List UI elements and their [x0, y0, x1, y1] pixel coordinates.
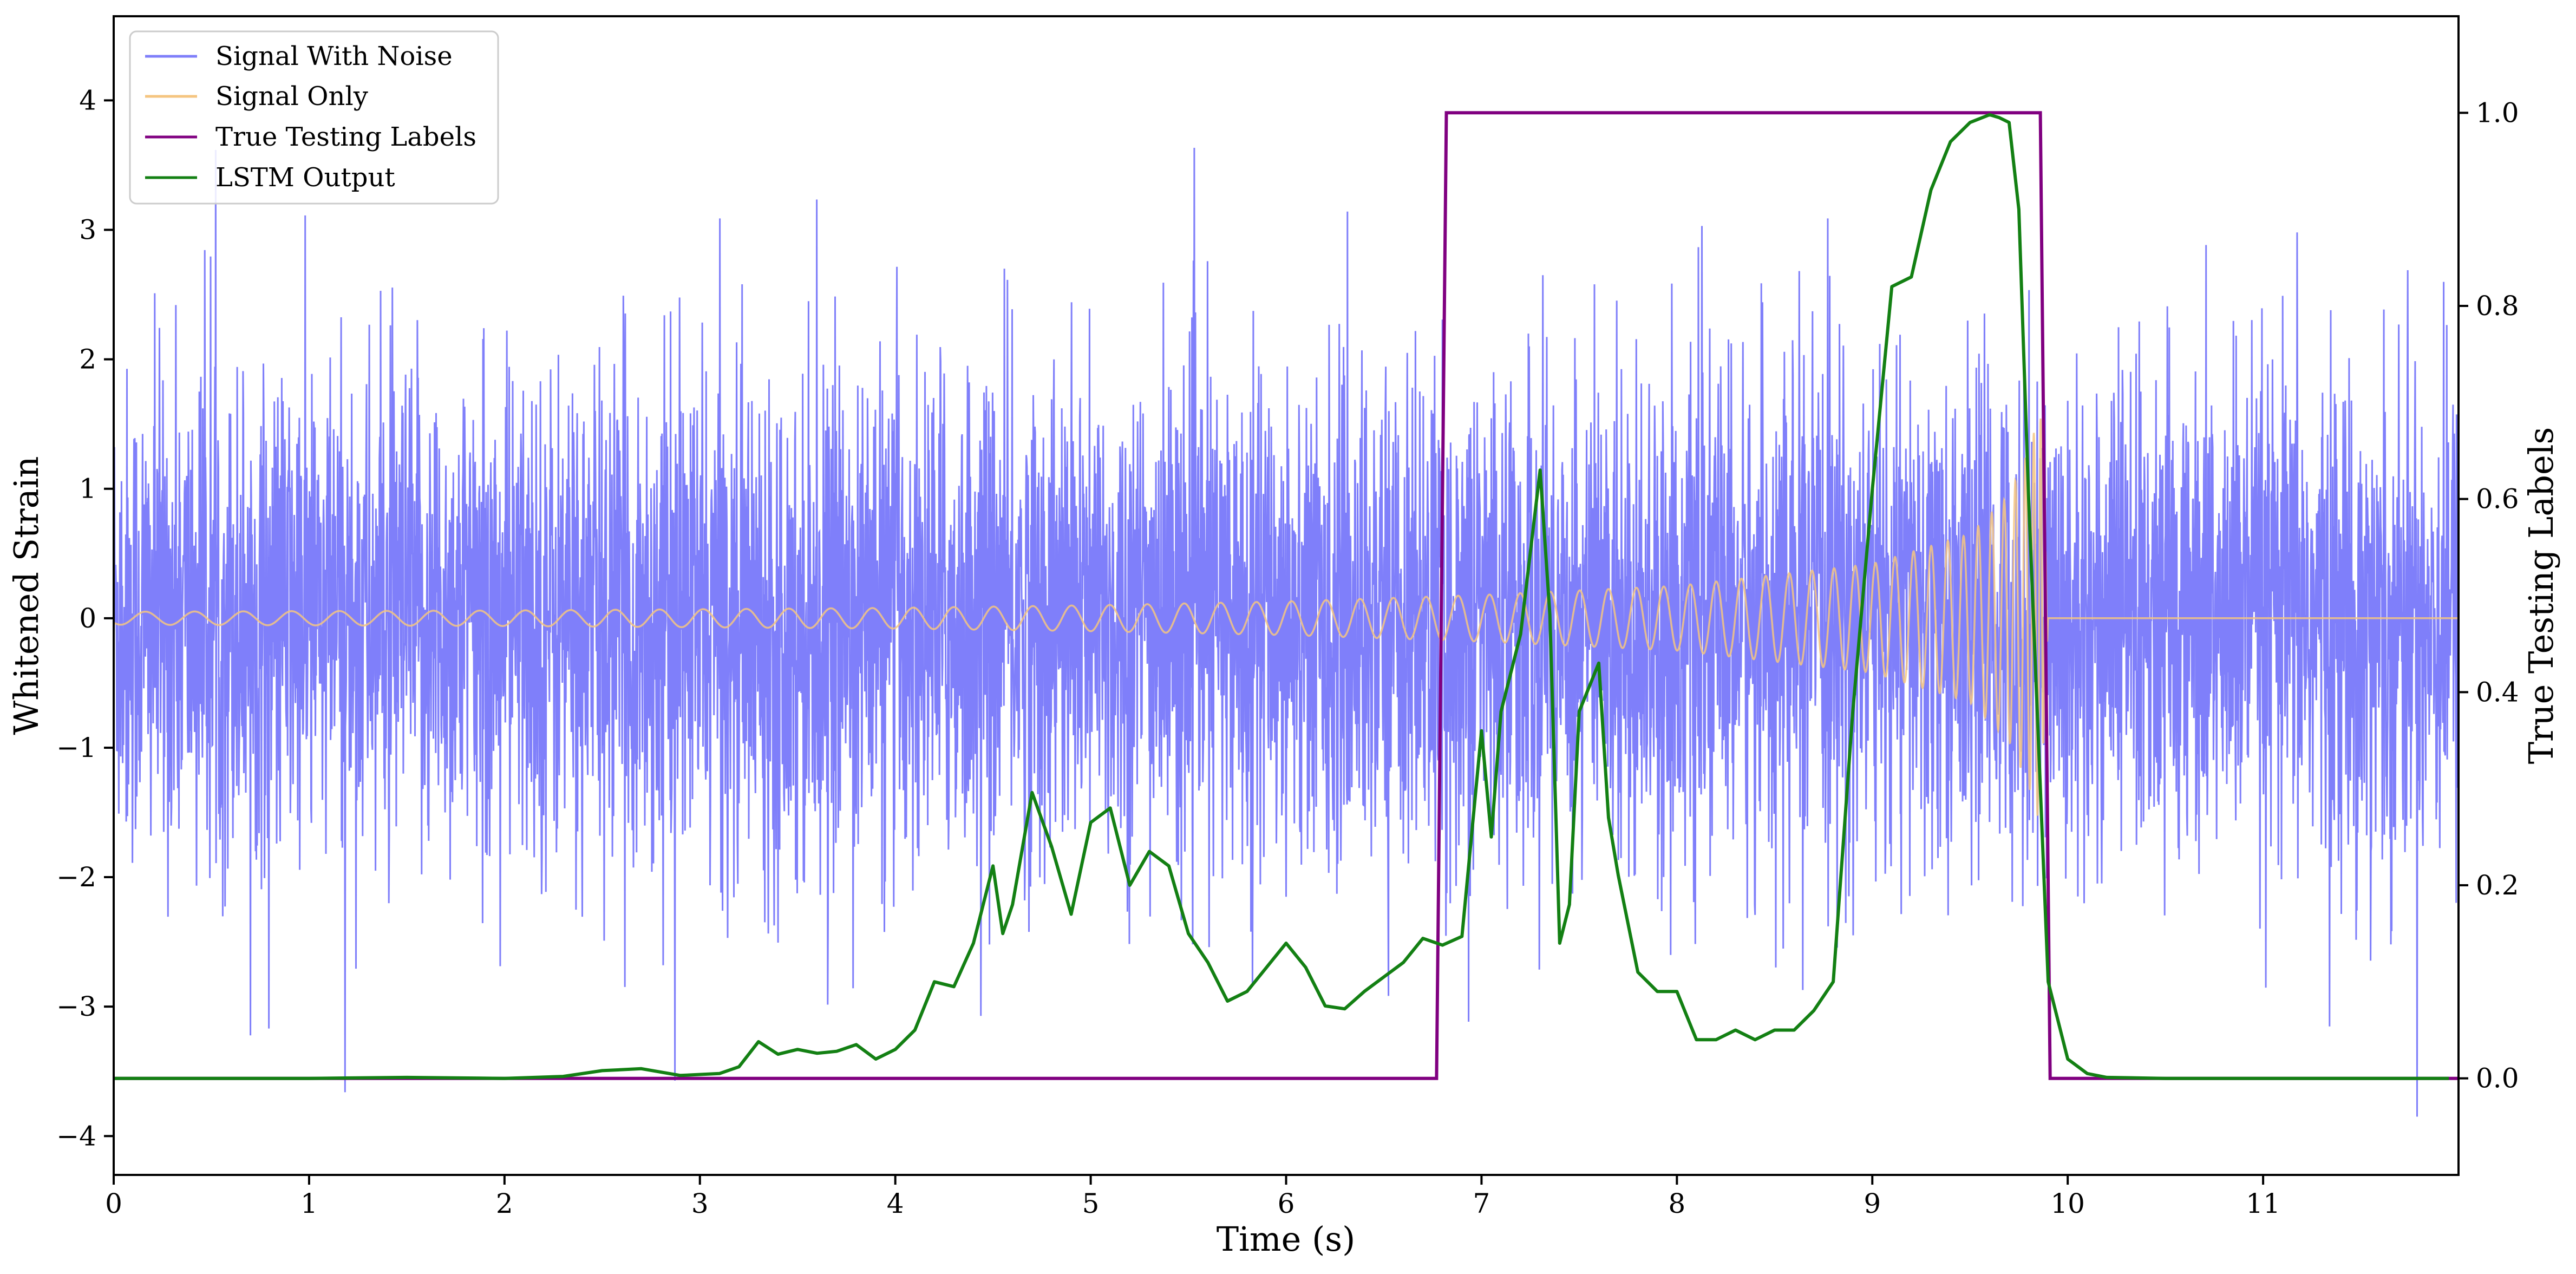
x-axis-label: Time (s)	[1217, 1219, 1356, 1259]
x-tick-label: 10	[2050, 1188, 2085, 1219]
y2-axis-label: True Testing Labels	[2521, 427, 2561, 765]
y-tick-label: 3	[79, 214, 96, 246]
x-tick-label: 8	[1668, 1188, 1685, 1219]
series-signal-with-noise	[114, 147, 2459, 1117]
series-signal-only	[114, 419, 2459, 816]
series-lstm-output	[114, 113, 2449, 1080]
legend-box	[129, 30, 499, 205]
y-tick-label: 4	[79, 84, 96, 116]
y2-tick-label: 1.0	[2476, 97, 2519, 128]
y-tick-label: −3	[56, 991, 96, 1022]
x-tick-label: 2	[496, 1188, 513, 1219]
y-tick-label: 0	[79, 603, 96, 634]
y-tick-label: −1	[56, 732, 96, 763]
legend-label-signal: Signal Only	[215, 81, 368, 112]
y2-tick-label: 0.0	[2476, 1063, 2519, 1094]
y2-tick-label: 0.4	[2476, 676, 2519, 708]
x-tick-label: 1	[300, 1188, 318, 1219]
y2-tick-label: 0.2	[2476, 870, 2519, 901]
axis-ticks: 0 1 2 3 4 5 6 7 8 9 10 11 −4 −3 −2 −1 0 1 2 3 4 0.0 0.2 0.4 0.6 0…	[56, 84, 2519, 1219]
x-tick-label: 6	[1278, 1188, 1295, 1219]
plot-area	[114, 111, 2459, 1117]
y-tick-label: 1	[79, 473, 96, 505]
y-axis-label: Whitened Strain	[6, 456, 46, 735]
legend: Signal With Noise Signal Only True Testi…	[129, 30, 499, 205]
legend-label-labels: True Testing Labels	[215, 122, 476, 152]
legend-label-noise: Signal With Noise	[215, 41, 453, 71]
y-tick-label: −2	[56, 861, 96, 893]
y2-tick-label: 0.8	[2476, 290, 2519, 322]
y-tick-label: 2	[79, 344, 96, 375]
x-tick-label: 3	[691, 1188, 709, 1219]
x-tick-label: 7	[1473, 1188, 1490, 1219]
x-tick-label: 4	[887, 1188, 904, 1219]
x-tick-label: 9	[1864, 1188, 1881, 1219]
x-tick-label: 5	[1082, 1188, 1100, 1219]
legend-label-lstm: LSTM Output	[215, 162, 395, 193]
y-tick-label: −4	[56, 1120, 96, 1152]
x-tick-label: 0	[105, 1188, 122, 1219]
x-tick-label: 11	[2246, 1188, 2280, 1219]
y2-tick-label: 0.6	[2476, 484, 2519, 515]
